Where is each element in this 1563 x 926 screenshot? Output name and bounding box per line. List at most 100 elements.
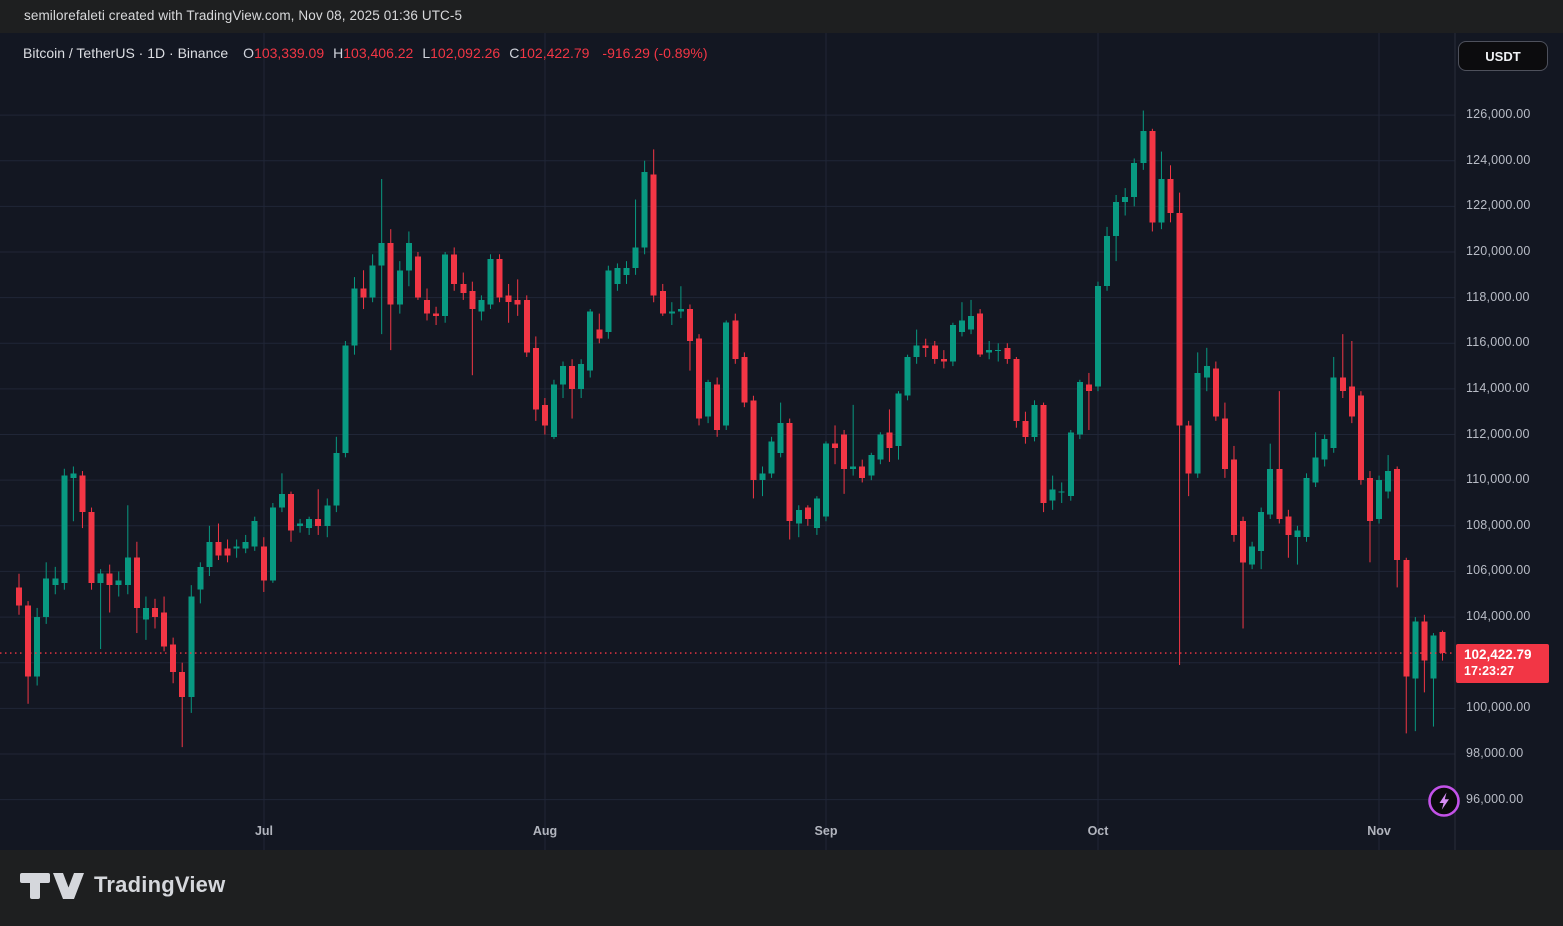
candle-body: [922, 345, 929, 348]
high-value: H 103,406.22: [333, 45, 414, 61]
change-value: -916.29 (-0.89%): [602, 45, 708, 61]
price-axis-label: 108,000.00: [1466, 517, 1531, 532]
candle-body: [242, 541, 249, 549]
candle-body: [251, 521, 258, 547]
candle-body: [88, 512, 95, 583]
candle-body: [1022, 420, 1029, 437]
candle-body: [1131, 163, 1138, 198]
candle-body: [995, 350, 1002, 352]
candle-body: [269, 507, 276, 581]
candle-body: [115, 580, 122, 586]
candle-body: [569, 366, 576, 389]
candle-body: [977, 313, 984, 355]
candle-body: [523, 299, 530, 353]
candle-body: [1194, 372, 1201, 474]
candle-body: [451, 254, 458, 284]
candle-body: [650, 174, 657, 296]
candle-body: [396, 270, 403, 305]
currency-toggle-button[interactable]: USDT: [1458, 41, 1548, 71]
candle-body: [1294, 530, 1301, 538]
current-price-label: 102,422.79 17:23:27: [1456, 644, 1549, 683]
candle-body: [1203, 366, 1210, 378]
candle-body: [931, 345, 938, 360]
candle-body: [1376, 480, 1383, 519]
candle-body: [1348, 386, 1355, 417]
candle-body: [841, 434, 848, 469]
candle-body: [342, 345, 349, 453]
candle-body: [505, 295, 512, 303]
candle-body: [560, 366, 567, 385]
candle-body: [1249, 546, 1256, 565]
candle-body: [414, 256, 421, 298]
candle-body: [1094, 286, 1101, 387]
price-axis-label: 100,000.00: [1466, 700, 1531, 715]
candle-body: [315, 518, 322, 526]
candle-body: [1394, 468, 1401, 561]
low-value: L 102,092.26: [422, 45, 501, 61]
candle-body: [759, 473, 766, 481]
candle-body: [1366, 477, 1373, 522]
candle-body: [614, 267, 621, 284]
candle-body: [986, 350, 993, 353]
candle-body: [70, 473, 77, 478]
candle-body: [1303, 477, 1310, 538]
attribution-bar: semilorefaleti created with TradingView.…: [0, 0, 1563, 33]
candle-body: [587, 311, 594, 371]
candle-body: [1212, 368, 1219, 417]
lightning-bolt-icon[interactable]: [1427, 784, 1461, 818]
candle-body: [1140, 131, 1147, 164]
candle-body: [668, 311, 675, 314]
candle-body: [142, 607, 149, 620]
attribution-text: semilorefaleti created with TradingView.…: [24, 8, 463, 23]
tradingview-mark-icon: [20, 873, 84, 899]
price-axis-label: 106,000.00: [1466, 563, 1531, 578]
price-axis-label: 96,000.00: [1466, 791, 1524, 806]
time-axis-label: Jul: [254, 824, 274, 838]
candle-body: [197, 566, 204, 590]
candle-body: [1158, 178, 1165, 223]
candle-body: [1185, 425, 1192, 474]
candle-body: [514, 299, 521, 305]
candle-body: [233, 546, 240, 549]
candle-body: [714, 384, 721, 430]
candle-body: [541, 404, 548, 426]
price-axis[interactable]: 96,000.0098,000.00100,000.00102,000.0010…: [1455, 33, 1563, 850]
candle-body: [1321, 439, 1328, 460]
candle-body: [1312, 457, 1319, 483]
tradingview-logo[interactable]: TradingView: [20, 870, 225, 900]
candle-body: [859, 466, 866, 478]
candle-body: [179, 671, 186, 697]
candle-body: [324, 505, 331, 526]
candle-body: [206, 541, 213, 567]
candle-body: [741, 356, 748, 403]
candle-body: [822, 443, 829, 517]
candle-body: [786, 423, 793, 522]
bar-countdown: 17:23:27: [1464, 663, 1515, 678]
time-axis[interactable]: Jul Aug Sep Oct Nov: [0, 820, 1455, 850]
candle-body: [1013, 359, 1020, 421]
price-axis-label: 118,000.00: [1466, 289, 1530, 304]
candle-body: [677, 309, 684, 312]
price-axis-label: 126,000.00: [1466, 107, 1531, 122]
candle-body: [460, 283, 467, 294]
candle-body: [16, 587, 22, 606]
candle-body: [1076, 382, 1083, 435]
candle-body: [804, 507, 811, 519]
candle-body: [260, 546, 267, 581]
candle-body: [696, 338, 703, 419]
candle-body: [106, 573, 113, 586]
candle-body: [1403, 560, 1410, 677]
candle-body: [795, 509, 802, 524]
candle-body: [469, 290, 476, 310]
candle-body: [1122, 197, 1129, 202]
price-axis-label: 104,000.00: [1466, 609, 1531, 624]
candle-body: [940, 359, 947, 362]
candle-body: [478, 299, 485, 312]
candle-body: [949, 325, 956, 362]
price-axis-label: 110,000.00: [1466, 472, 1530, 487]
candle-body: [1267, 468, 1274, 515]
candle-body: [433, 313, 440, 316]
candle-body: [224, 548, 231, 556]
candle-body: [705, 382, 712, 417]
